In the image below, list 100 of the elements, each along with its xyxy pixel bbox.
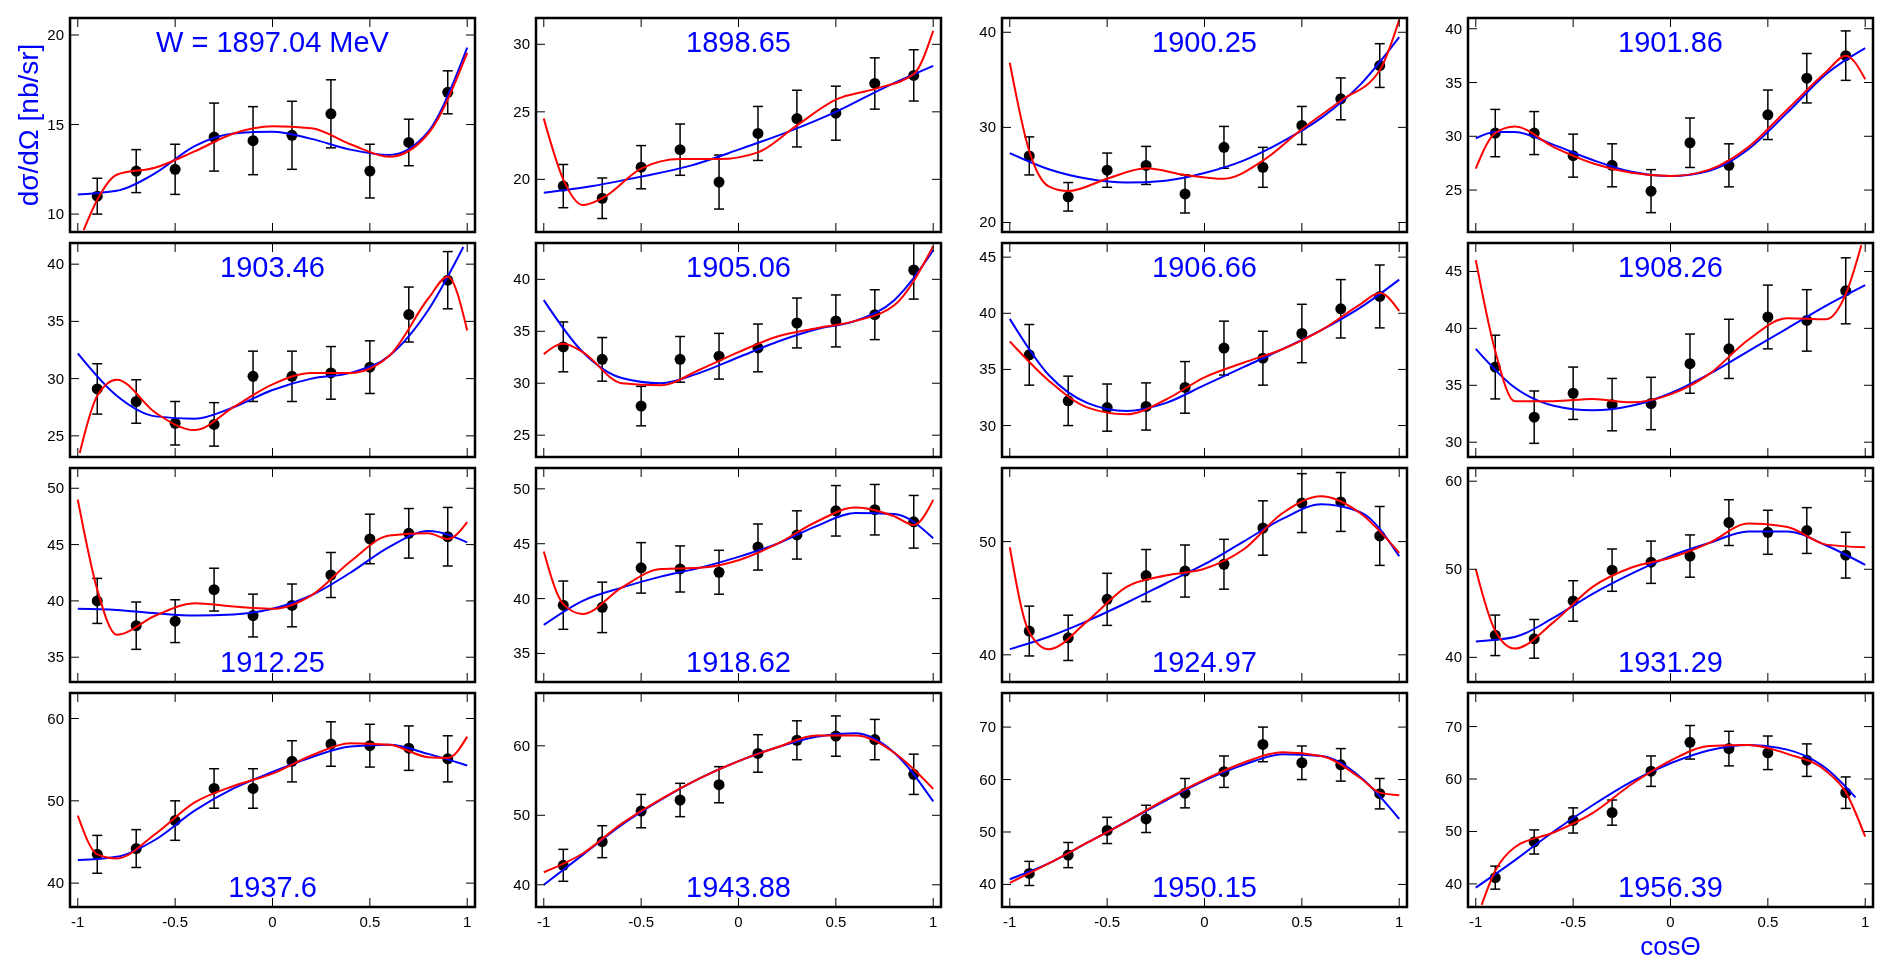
y-tick-label: 50 [1445,822,1462,840]
point [674,353,686,365]
point [1645,185,1657,197]
chart-title: 1898.65 [686,26,791,58]
y-tick-label: 60 [1445,472,1462,490]
text: 1943.88 [686,871,791,903]
y-tick-label: 15 [47,115,64,133]
x-axis-title: cosΘ [1640,931,1701,961]
y-tick-label: 35 [979,360,996,378]
line-series [1474,244,1863,404]
point [752,127,764,139]
point [1684,137,1696,149]
point [713,176,725,188]
y-tick-label: 50 [513,479,530,497]
x-tick-label: 0 [268,913,277,930]
point [674,144,686,156]
line-series [1474,284,1867,412]
y-tick-label: 35 [47,648,64,666]
line-series [542,29,935,206]
point [130,396,142,407]
x-tick-label: -0.5 [162,913,189,930]
text: 1918.62 [686,646,791,678]
text: 1956.39 [1618,871,1723,903]
y-tick-label: 50 [979,823,996,840]
line-series [76,498,469,636]
point [364,165,376,177]
point [247,135,259,147]
x-tick-label: 0 [1200,913,1209,930]
chart-title: 1900.25 [1152,26,1257,58]
y-tick-label: 35 [47,312,64,330]
line-series [542,64,935,194]
line-series [542,498,935,615]
point [169,163,181,175]
y-tick-label: 20 [47,26,64,44]
y-tick-label: 20 [979,213,996,231]
point [869,77,881,89]
y-tick-label: 45 [47,535,64,553]
point [1762,311,1774,323]
y-tick-label: 45 [1445,262,1462,280]
x-tick-label: -1 [1469,913,1483,930]
y-tick-label: 30 [1445,433,1462,451]
point [1606,807,1618,819]
x-tick-label: -1 [1003,913,1017,930]
point [1723,517,1735,529]
x-tick-label: -0.5 [1560,913,1587,930]
point [247,370,259,382]
text: 1924.97 [1152,646,1257,678]
y-tick-label: 25 [1445,181,1462,199]
y-tick-label: 70 [979,718,996,736]
text: 1931.29 [1618,646,1723,678]
text: 1912.25 [220,646,325,678]
x-tick-label: 1 [1395,913,1404,930]
point [1528,411,1540,423]
chart-title: 1906.66 [1152,251,1257,283]
point [1140,813,1152,825]
point [1684,358,1696,370]
y-axis-title: dσ/dΩ [nb/sr] [13,43,44,207]
y-tick-label: 30 [979,118,996,136]
point [1218,342,1230,354]
y-tick-label: 35 [513,644,530,662]
x-tick-label: -0.5 [628,913,655,930]
y-tick-label: 50 [1445,560,1462,578]
y-tick-label: 50 [513,806,530,824]
point [1257,161,1269,173]
y-tick-label: 40 [979,23,996,41]
y-tick-label: 45 [979,248,996,266]
point [674,794,686,806]
x-tick-label: 0 [734,913,743,930]
x-tick-label: 0.5 [1291,913,1313,930]
x-tick-label: -0.5 [1094,913,1121,930]
point [1801,72,1813,84]
point [403,309,415,321]
point [791,113,803,125]
y-tick-label: 60 [47,709,64,727]
point [1257,738,1269,750]
point [208,584,220,596]
y-tick-label: 30 [1445,127,1462,145]
x-tick-label: -1 [71,913,85,930]
x-tick-label: 0.5 [825,913,847,930]
y-tick-label: 30 [513,374,530,392]
x-tick-label: 1 [1861,913,1870,930]
line-series [542,512,935,626]
y-tick-label: 50 [979,532,996,550]
point [1179,188,1191,200]
point [325,108,337,120]
y-tick-label: 25 [513,102,530,120]
y-tick-label: 40 [47,591,64,609]
y-tick-label: 25 [47,426,64,444]
point [403,136,415,148]
point [1296,328,1308,339]
point [596,353,608,365]
x-tick-label: 0.5 [359,913,381,930]
line-series [76,530,469,617]
x-tick-label: 1 [929,913,938,930]
y-tick-label: 60 [1445,770,1462,788]
text: 1937.6 [228,871,317,903]
y-tick-label: 40 [1445,319,1462,337]
y-tick-label: 40 [979,304,996,322]
point [169,615,181,627]
y-tick-label: 25 [513,426,530,444]
